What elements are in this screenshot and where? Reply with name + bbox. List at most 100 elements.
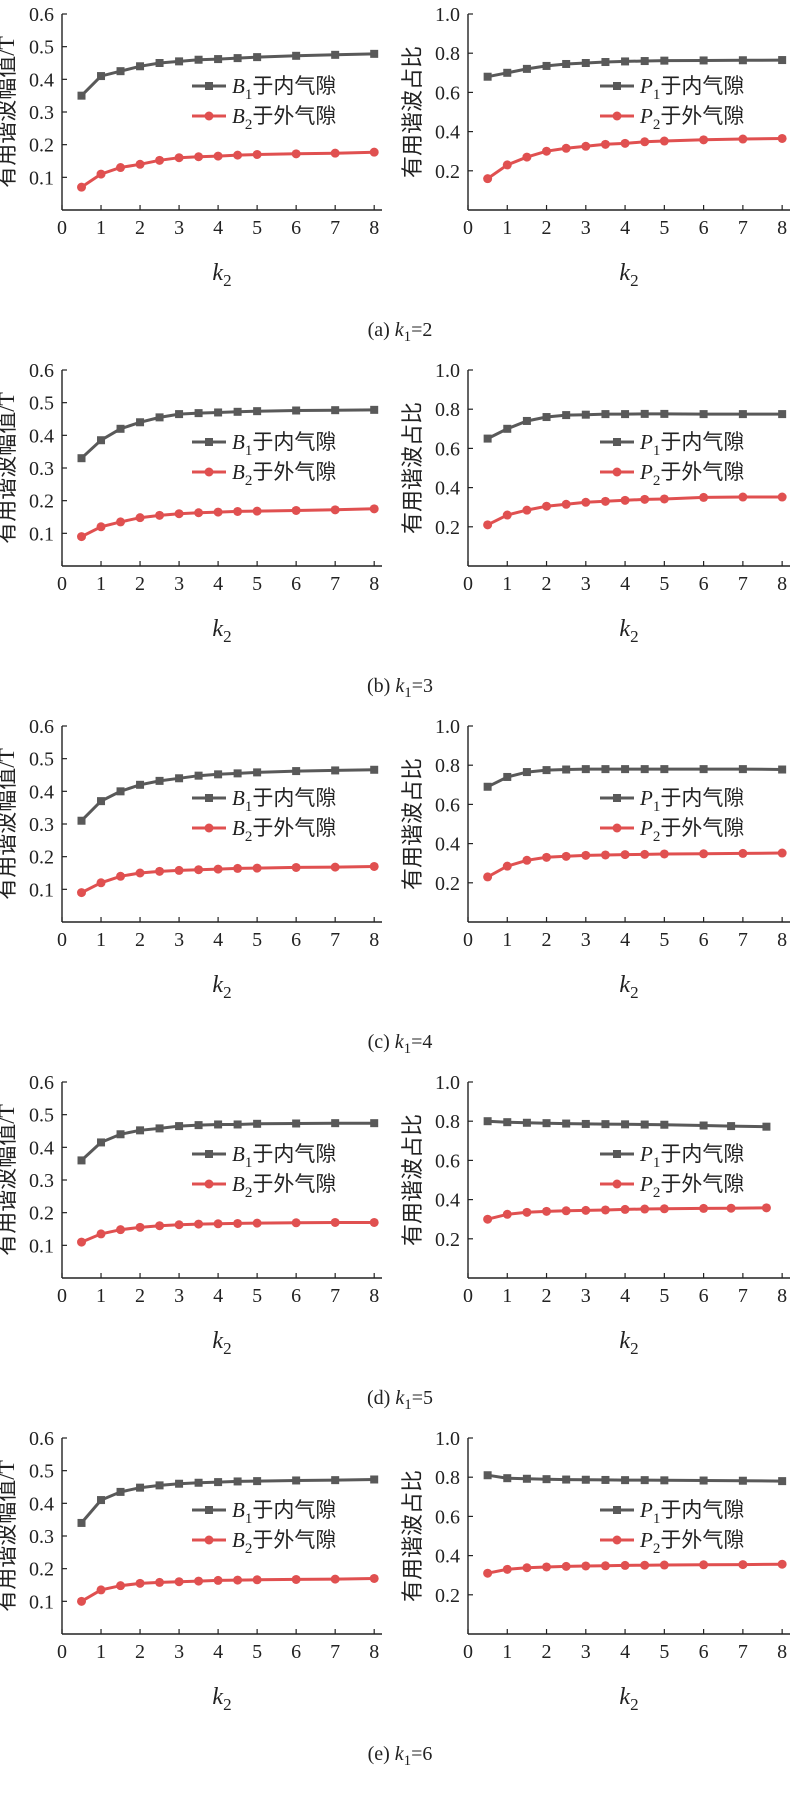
data-point [561,851,571,861]
data-point [620,1560,630,1570]
data-point [116,67,125,76]
data-point [659,1204,669,1214]
data-point [562,1119,571,1128]
legend-label: B2于外气隙 [232,460,336,489]
y-tick-label: 0.6 [435,1150,460,1172]
data-point [155,1577,165,1587]
y-axis-label: 有用谐波占比 [400,402,425,534]
chart-2-1: 0 1 2 3 4 5 6 7 8 0.2 0.4 0.6 0.8 1.0 有用谐波占比 k2 P1于内气隙P2… [400,716,790,1002]
x-axis-label: k2 [212,1684,231,1714]
data-point [136,780,145,789]
legend-marker [205,82,213,90]
x-tick-label: 7 [330,1285,340,1307]
data-point [483,782,492,791]
data-point [370,49,379,58]
y-tick-label: 0.4 [435,1546,460,1568]
data-point [738,1476,747,1485]
legend-label: B2于外气隙 [232,1172,336,1201]
data-point [97,1138,106,1147]
x-tick-label: 8 [777,573,787,595]
series-line [486,851,783,879]
series-1: P1于内气隙 [483,765,787,815]
x-tick-label: 5 [659,929,669,951]
panel-caption: (e) k1=6 [368,1743,433,1769]
data-point [96,522,106,532]
data-point [369,1573,379,1583]
data-point [561,499,571,509]
data-point [213,151,223,161]
x-tick-label: 1 [96,1285,106,1307]
data-point [640,137,650,147]
data-point [194,1478,203,1487]
series-2: B2于外气隙 [77,1172,379,1247]
legend-marker [613,82,621,90]
data-point [561,1561,571,1571]
series-1: B1于内气隙 [77,1475,379,1527]
data-point [502,510,512,520]
chart-2-0: 0 1 2 3 4 5 6 7 8 0.1 0.2 0.3 0.4 0.5 0.6 有用谐波幅值/T k2 B1于… [0,716,382,1002]
y-tick-label: 0.4 [435,834,460,856]
data-point [174,1220,184,1230]
data-point [175,410,184,419]
series-1: P1于内气隙 [483,56,787,103]
data-point [727,1122,736,1131]
legend-label: P1于内气隙 [639,430,744,459]
y-tick-label: 0.8 [435,1111,460,1133]
x-tick-label: 1 [96,217,106,239]
x-tick-label: 7 [330,929,340,951]
y-tick-label: 0.4 [435,478,460,500]
data-point [660,56,669,65]
data-point [738,492,748,502]
chart-4-1: 0 1 2 3 4 5 6 7 8 0.2 0.4 0.6 0.8 1.0 有用谐波占比 k2 P1于内气隙P2… [400,1428,790,1714]
legend-marker [612,823,622,833]
y-tick-label: 0.6 [435,1506,460,1528]
x-axis-label: k2 [619,1684,638,1714]
y-tick-label: 0.2 [435,161,460,183]
data-point [699,1203,709,1213]
series-2: B2于外气隙 [77,104,379,192]
legend-marker [613,794,621,802]
y-axis-label: 有用谐波幅值/T [0,392,19,544]
x-tick-label: 6 [699,1641,709,1663]
data-point [660,1476,669,1485]
data-point [77,532,87,542]
data-point [601,410,610,419]
series-2: P2于外气隙 [483,816,787,882]
data-point [483,1568,493,1578]
y-axis-label: 有用谐波占比 [400,1470,425,1602]
x-tick-label: 3 [174,929,184,951]
x-tick-label: 5 [659,1285,669,1307]
data-point [659,494,669,504]
legend-marker [613,1506,621,1514]
data-point [174,1577,184,1587]
series-line [80,1577,375,1603]
data-point [699,410,708,419]
x-tick-label: 0 [57,217,67,239]
legend-marker [204,1535,214,1545]
series-2: B2于外气隙 [77,1528,379,1606]
data-point [233,54,242,63]
data-point [561,143,571,153]
data-point [660,409,669,418]
data-point [562,411,571,420]
data-point [155,413,164,422]
y-tick-label: 0.4 [29,1137,54,1159]
data-point [194,865,204,875]
x-tick-label: 3 [581,573,591,595]
data-point [116,787,125,796]
data-point [155,59,164,67]
x-axis-label: k2 [212,972,231,1002]
data-point [620,1204,630,1214]
x-tick-label: 2 [542,217,552,239]
data-point [214,1120,223,1129]
legend-marker [612,1179,622,1189]
series-2: B2于外气隙 [77,816,379,898]
panel-3: 0 1 2 3 4 5 6 7 8 0.1 0.2 0.3 0.4 0.5 0.6 有用谐波幅值/T k2 B1于… [0,1072,790,1413]
series-1: B1于内气隙 [77,765,379,825]
data-point [213,1575,223,1585]
data-point [522,855,532,865]
data-point [77,91,86,100]
legend-label: B1于内气隙 [232,430,336,459]
data-point [370,405,379,414]
x-tick-label: 8 [369,929,379,951]
